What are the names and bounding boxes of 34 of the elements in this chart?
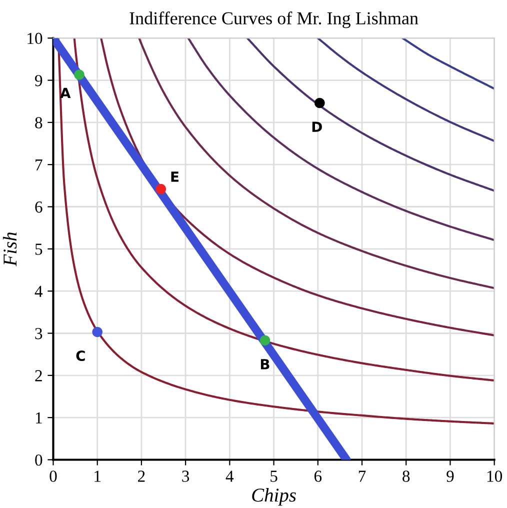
y-tick-label: 4 [34, 286, 43, 297]
x-tick-label: 8 [402, 470, 410, 482]
y-tick-label: 3 [35, 328, 42, 340]
y-tick-label: 6 [35, 202, 42, 213]
y-tick-label: 1 [36, 412, 42, 424]
x-tick-label: 6 [314, 470, 322, 482]
annotation: B [260, 359, 270, 370]
x-tick-label: 10 [487, 470, 502, 482]
x-tick-label: 2 [138, 470, 145, 482]
point [156, 184, 166, 194]
point [92, 326, 102, 338]
y-tick-label: 10 [28, 32, 42, 44]
x-tick-label: 7 [358, 470, 366, 482]
x-axis-title: Chips [252, 488, 296, 506]
annotation: E [171, 172, 178, 182]
annotation: C [76, 350, 85, 362]
annotation: D [312, 122, 322, 132]
x-tick-label: 4 [226, 470, 234, 482]
x-tick-label: 5 [270, 470, 278, 482]
x-tick-label: 3 [182, 470, 190, 482]
x-tick-label: 9 [446, 470, 454, 482]
y-tick-label: 9 [35, 75, 42, 86]
y-tick-label: 0 [35, 454, 42, 466]
point [74, 70, 84, 80]
y-tick-label: 5 [35, 244, 42, 255]
point [314, 98, 325, 108]
y-tick-label: 8 [35, 117, 42, 128]
x-tick-label: 0 [50, 470, 57, 482]
y-tick-label: 7 [36, 159, 42, 170]
chart-title: Indifference Curves of Mr. Ing Lishman [130, 12, 418, 28]
point [260, 335, 270, 346]
y-axis-title: Fish [2, 232, 17, 266]
x-tick-label: 1 [94, 470, 101, 482]
y-tick-label: 2 [35, 370, 42, 382]
